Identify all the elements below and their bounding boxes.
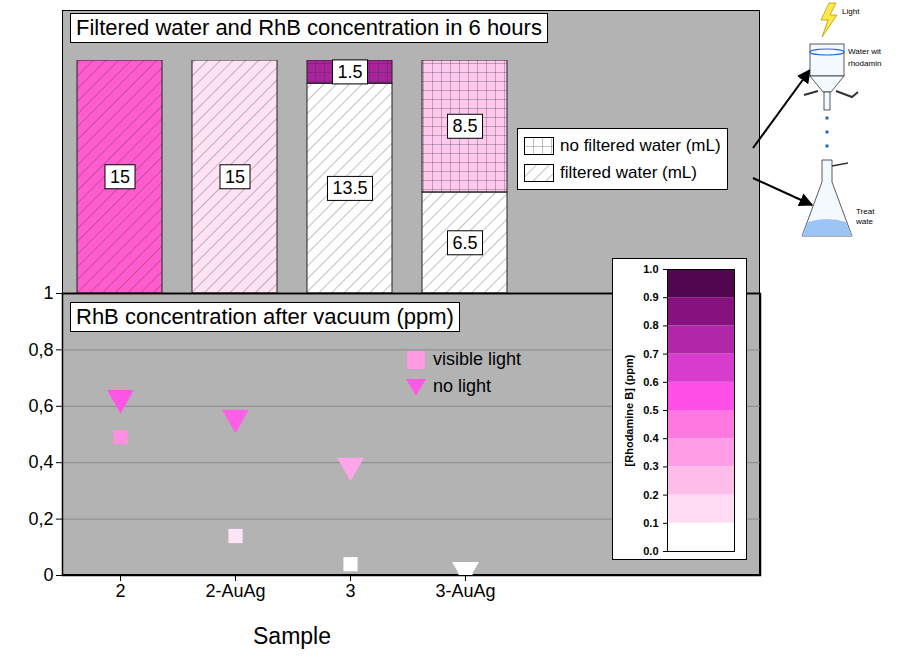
html-text:Filtered water and RhB concent: Filtered water and RhB concentration in …: [76, 15, 542, 40]
html-text:visible light: visible light: [433, 349, 521, 369]
svg-text:0.8: 0.8: [643, 319, 658, 331]
svg-text:Treat: Treat: [856, 207, 875, 216]
svg-text:0,8: 0,8: [28, 340, 53, 360]
svg-text:15: 15: [225, 167, 245, 187]
svg-text:15: 15: [110, 167, 130, 187]
svg-text:0,2: 0,2: [28, 509, 53, 529]
svg-text:2: 2: [115, 581, 125, 601]
svg-text:Light: Light: [842, 7, 860, 16]
svg-text:0.1: 0.1: [643, 517, 658, 529]
svg-text:6.5: 6.5: [452, 233, 477, 253]
svg-text:[Rhodamine B] (ppm): [Rhodamine B] (ppm): [623, 354, 635, 466]
svg-text:0,6: 0,6: [28, 396, 53, 416]
svg-text:8.5: 8.5: [452, 116, 477, 136]
html-text:Sample: Sample: [253, 623, 331, 649]
svg-text:0.9: 0.9: [643, 291, 658, 303]
svg-text:0.0: 0.0: [643, 545, 658, 557]
html-text:no filtered water (mL): no filtered water (mL): [560, 135, 721, 155]
svg-text:0.4: 0.4: [643, 432, 659, 444]
svg-text:wate: wate: [855, 217, 873, 226]
svg-text:13.5: 13.5: [332, 178, 367, 198]
html-text:no light: no light: [433, 376, 491, 396]
svg-text:1.0: 1.0: [643, 263, 658, 275]
svg-text:1: 1: [43, 283, 53, 303]
svg-text:0: 0: [43, 565, 53, 585]
svg-text:0.2: 0.2: [643, 489, 658, 501]
svg-text:0.7: 0.7: [643, 348, 658, 360]
html-text:RhB concentration after vacuum: RhB concentration after vacuum (ppm): [76, 304, 454, 329]
svg-text:3: 3: [345, 581, 355, 601]
svg-text:3-AuAg: 3-AuAg: [435, 581, 495, 601]
svg-text:2-AuAg: 2-AuAg: [205, 581, 265, 601]
svg-text:0.5: 0.5: [643, 404, 658, 416]
svg-text:rhodamin: rhodamin: [848, 59, 881, 68]
svg-text:0.3: 0.3: [643, 460, 658, 472]
svg-text:1.5: 1.5: [337, 62, 362, 82]
svg-text:0,4: 0,4: [28, 452, 53, 472]
svg-text:Water wit: Water wit: [848, 47, 882, 56]
html-text:filtered water (mL): filtered water (mL): [560, 162, 697, 182]
svg-text:0.6: 0.6: [643, 376, 658, 388]
